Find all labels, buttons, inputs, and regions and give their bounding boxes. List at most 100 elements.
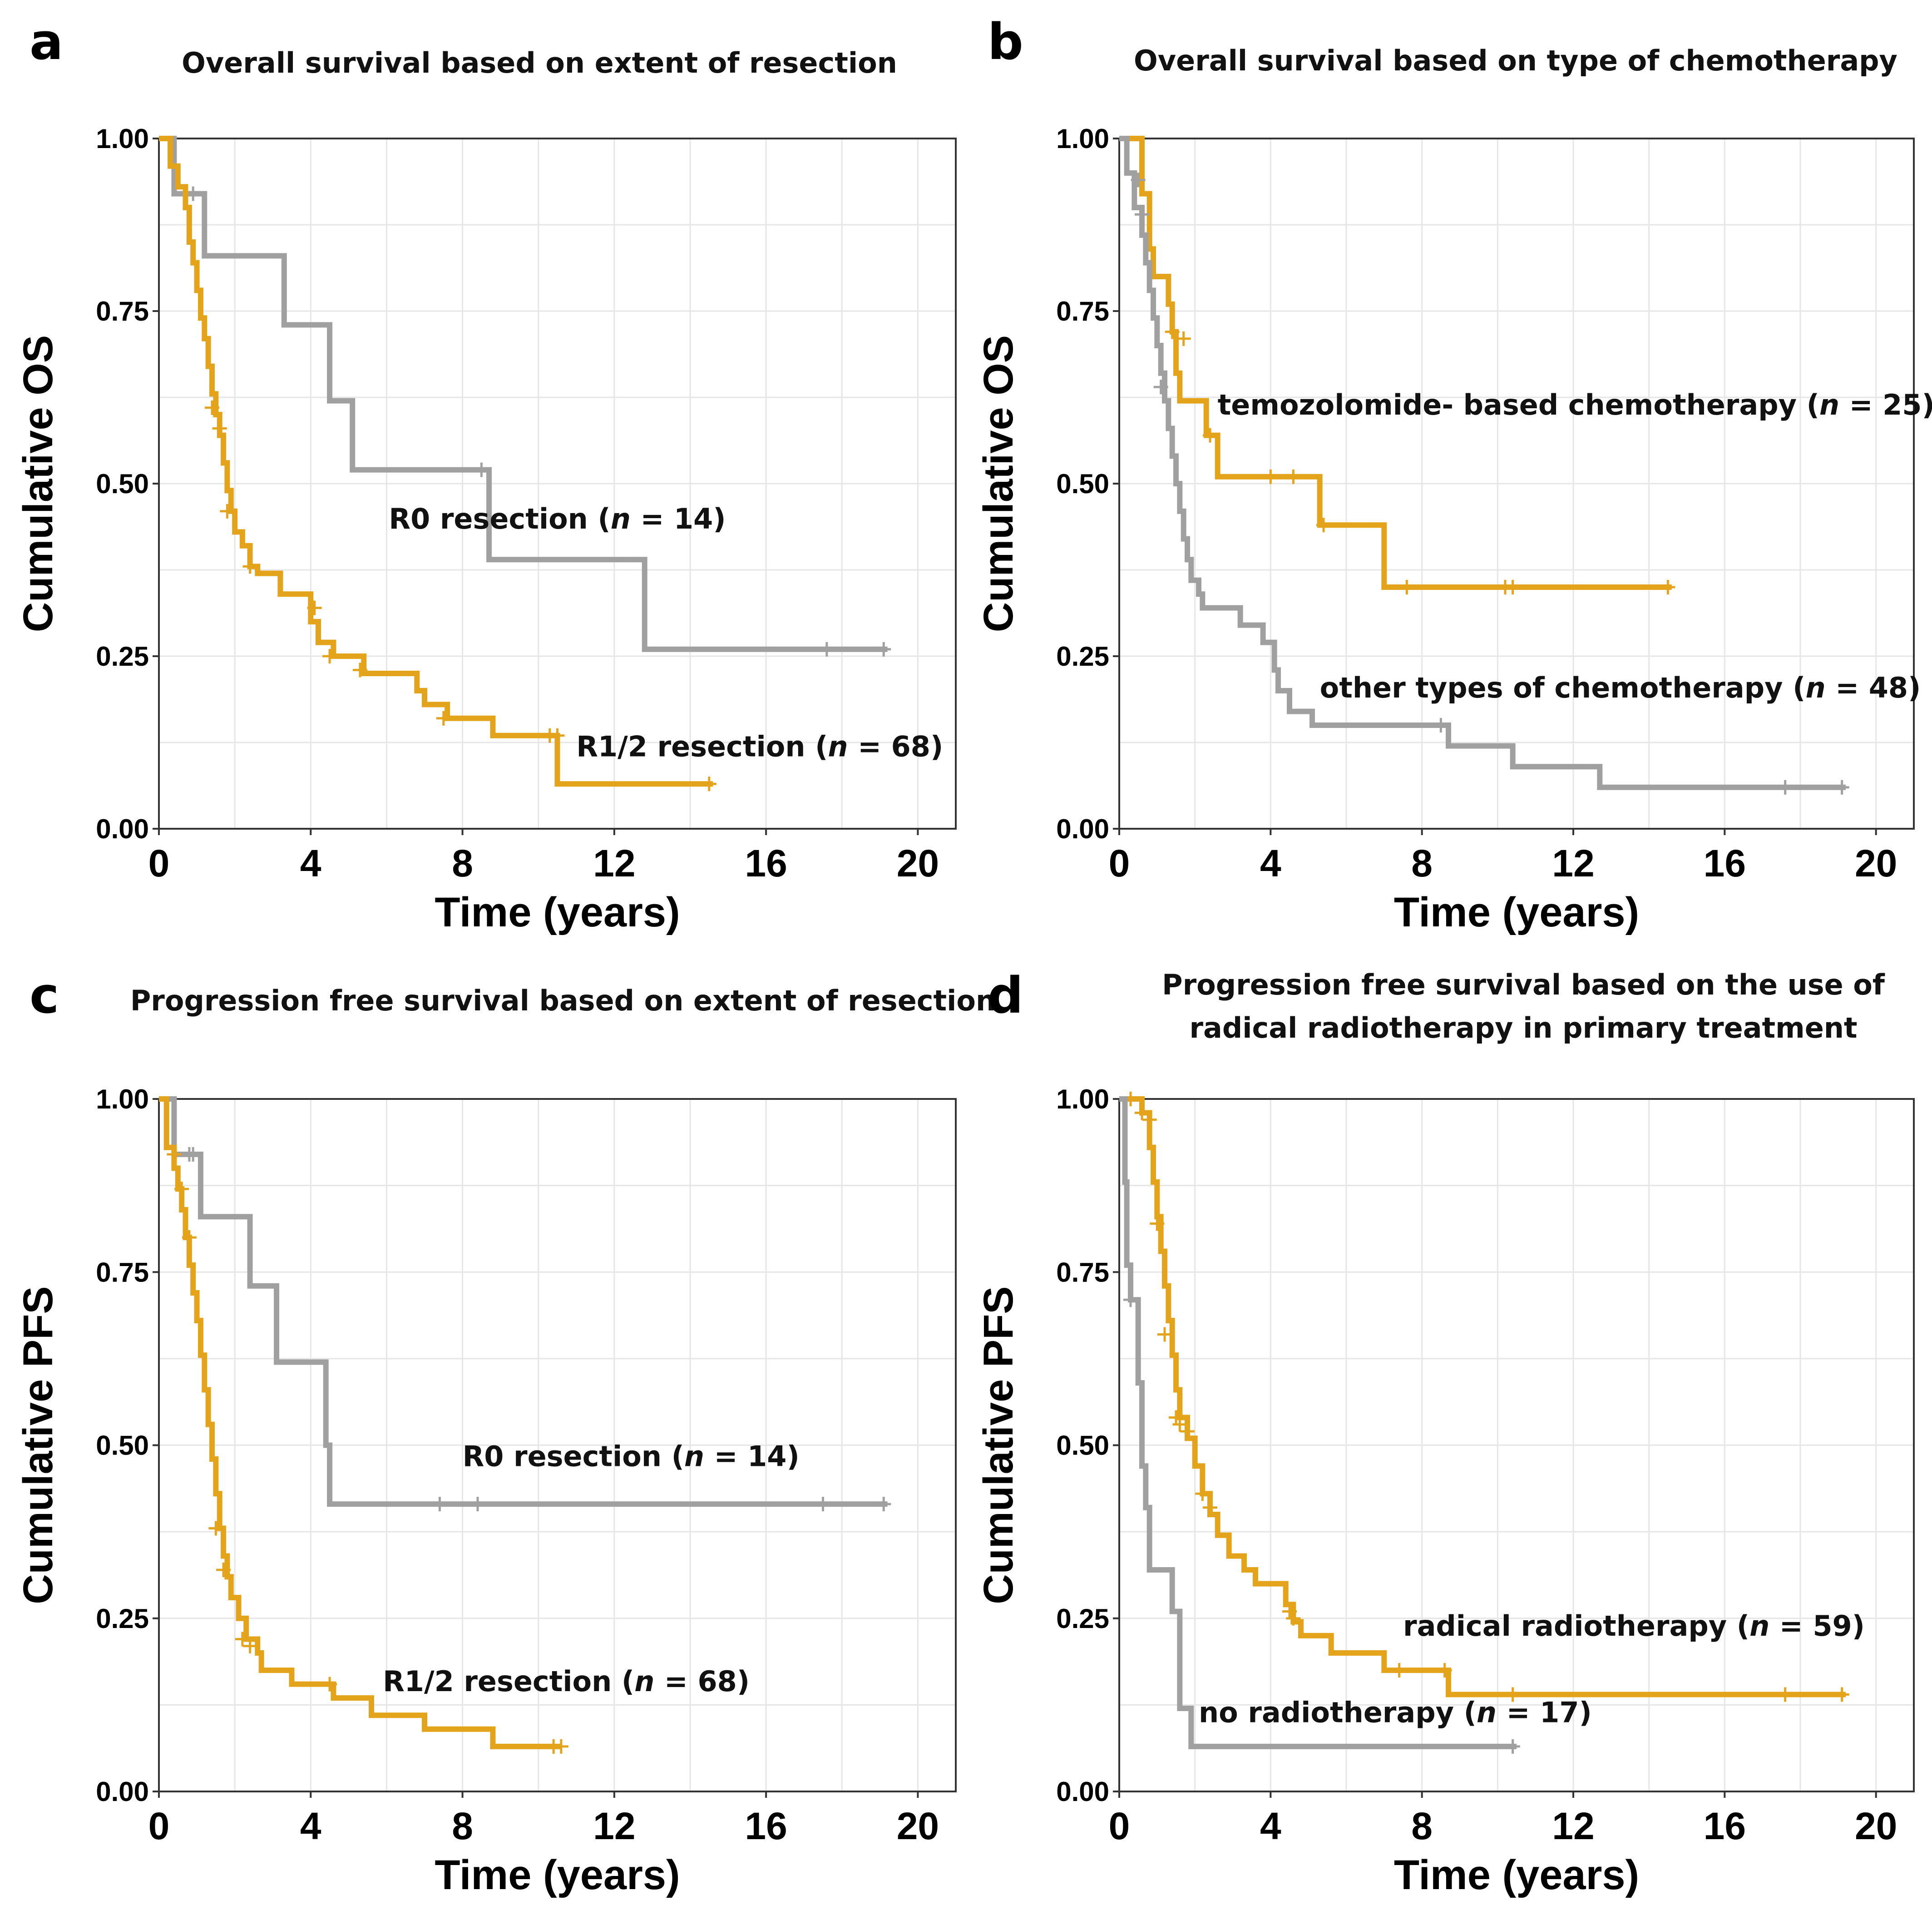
x-tick-label: 16 [745,1805,787,1847]
panel-letter: d [988,966,1023,1024]
censor-mark [550,728,565,743]
series-label: R0 resection (n = 14) [389,502,726,535]
censor-mark [1660,580,1675,594]
x-tick-label: 16 [745,842,787,885]
censor-mark [815,1497,830,1512]
censor-mark [182,1230,197,1245]
y-tick-label: 0.25 [96,641,149,672]
chart-title: Overall survival based on type of chemot… [1134,44,1897,77]
x-tick-label: 4 [300,842,321,885]
censor-mark [1778,780,1793,795]
censor-mark [1505,580,1520,594]
censor-mark [1433,718,1448,732]
censor-mark [1203,428,1217,443]
censor-mark [1392,1663,1407,1678]
x-tick-label: 4 [300,1805,321,1847]
censor-mark [1203,1500,1217,1515]
x-tick-label: 0 [1109,842,1130,885]
x-tick-label: 4 [1260,1805,1281,1847]
y-tick-label: 1.00 [1056,1084,1109,1114]
x-tick-label: 20 [1855,842,1897,885]
x-tick-label: 16 [1704,842,1746,885]
censor-mark [1834,1687,1849,1702]
panel-a: a Overall survival based on extent of res… [15,13,957,935]
censor-mark [474,462,489,477]
censor-mark [1135,1105,1149,1120]
censor-mark [470,1497,485,1512]
series-label: no radiotherapy (n = 17) [1199,1696,1592,1729]
x-axis-title: Time (years) [1394,889,1639,935]
censor-mark [819,642,834,657]
censor-mark [1150,1216,1165,1231]
y-tick-label: 0.25 [1056,1603,1109,1634]
censor-mark [1172,1417,1187,1432]
censor-mark [1142,1112,1157,1127]
series-label: R1/2 resection (n = 68) [383,1665,750,1698]
censor-mark [1399,580,1414,594]
series-label: other types of chemotherapy (n = 48) [1320,671,1921,704]
y-tick-label: 0.25 [1056,641,1109,672]
censor-mark [1165,324,1180,339]
x-tick-label: 20 [897,842,939,885]
y-tick-label: 0.00 [1056,1776,1109,1807]
grid [1118,138,1914,830]
censor-mark [186,1147,201,1162]
y-tick-label: 0.50 [1056,1430,1109,1461]
x-tick-label: 8 [452,1805,473,1847]
survival-curve [1119,136,1846,790]
y-tick-label: 1.00 [96,124,149,154]
y-tick-label: 0.50 [96,469,149,499]
panel-b: b Overall survival based on type of chemo… [975,13,1932,935]
censor-mark [352,663,367,678]
series-label: temozolomide- based chemotherapy (n = 25… [1218,388,1932,421]
censor-mark [1131,173,1146,188]
censor-mark [205,400,219,415]
grid [1118,1098,1914,1792]
survival-curve [1119,1096,1517,1749]
censor-mark [186,186,201,201]
x-tick-label: 0 [148,1805,170,1847]
x-tick-label: 8 [452,842,473,885]
censor-mark [876,642,891,657]
series-orange [159,136,716,792]
censor-mark [235,1632,250,1647]
censor-mark [1123,1292,1138,1307]
censor-mark [212,421,227,436]
series-label: R1/2 resection (n = 68) [576,730,943,763]
censor-mark [1157,1327,1172,1342]
y-tick-label: 0.50 [1056,469,1109,499]
censor-mark [1263,469,1278,484]
y-tick-label: 0.00 [96,1776,149,1807]
y-axis-title: Cumulative PFS [975,1286,1022,1604]
censor-mark [242,1638,257,1653]
censor-mark [876,1497,891,1512]
censor-mark [1316,518,1331,533]
censor-mark [307,600,322,615]
grid [158,138,956,830]
series-label: radical radiotherapy (n = 59) [1403,1609,1865,1643]
series-orange [1119,136,1675,594]
panel-c: c Progression free survival based on exte… [15,966,996,1898]
series-gray [159,136,891,657]
censor-mark [322,1677,337,1692]
y-tick-label: 0.50 [96,1430,149,1461]
x-tick-label: 12 [593,1805,635,1847]
censor-mark [702,777,716,792]
chart-title: radical radiotherapy in primary treatmen… [1189,1011,1857,1044]
x-tick-label: 16 [1704,1805,1746,1847]
chart-title: Progression free survival based on the u… [1162,968,1885,1001]
survival-curve [1119,1096,1846,1697]
x-tick-label: 12 [1552,842,1594,885]
censor-mark [1437,1663,1452,1678]
censor-mark [322,649,337,663]
y-tick-label: 0.25 [96,1603,149,1634]
grid [158,1098,956,1792]
y-tick-label: 0.75 [1056,296,1109,327]
series-orange [1119,1092,1849,1702]
panel-letter: c [30,966,59,1024]
censor-mark [1176,331,1191,346]
panel-letter: a [30,13,63,71]
censor-mark [1286,1611,1301,1626]
y-tick-label: 1.00 [96,1084,149,1114]
y-tick-label: 0.75 [96,296,149,327]
